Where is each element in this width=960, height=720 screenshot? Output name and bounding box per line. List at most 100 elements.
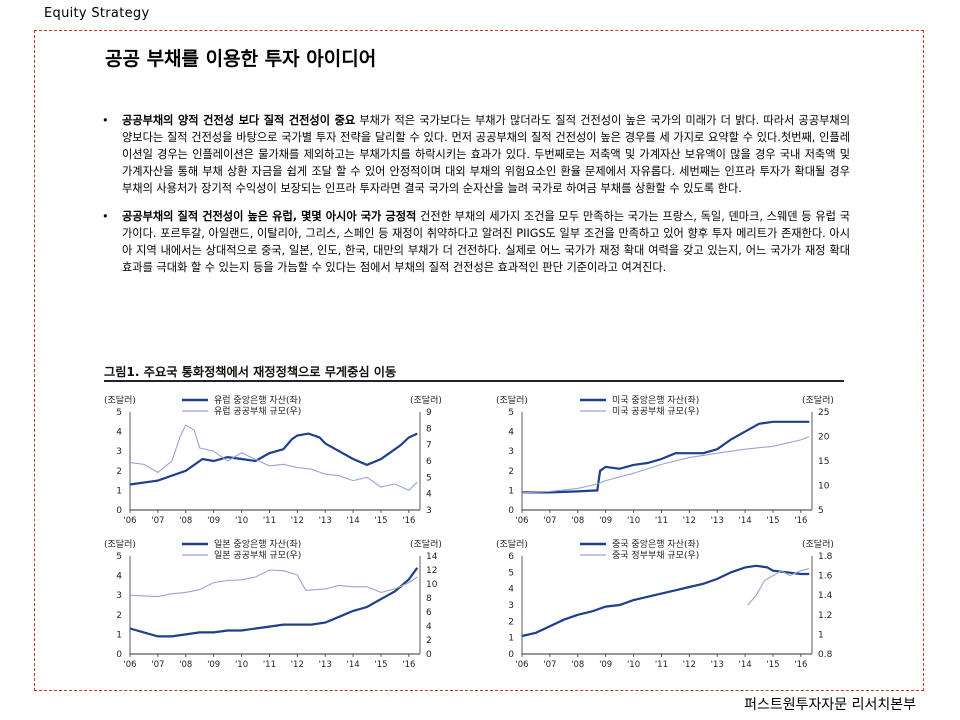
bullet-item-2: 공공부채의 질적 건전성이 높은 유럽, 몇몇 아시아 국가 긍정적 건전한 부… xyxy=(102,208,850,276)
right-tick-label: 6 xyxy=(426,608,432,618)
legend-label: 유럽 중앙은행 자산(좌) xyxy=(214,394,301,406)
left-tick-label: 2 xyxy=(508,467,514,477)
x-tick-label: '12 xyxy=(683,516,696,526)
x-tick-label: '10 xyxy=(627,516,640,526)
legend-label: 중국 정부부채 규모(우) xyxy=(612,550,699,561)
left-tick-label: 3 xyxy=(116,447,122,457)
left-tick-label: 5 xyxy=(116,552,122,562)
right-tick-label: 1.8 xyxy=(818,552,833,562)
right-tick-label: 10 xyxy=(426,580,438,590)
bullet-lead: 공공부채의 양적 건전성 보다 질적 건전성이 중요 xyxy=(122,114,356,127)
left-tick-label: 5 xyxy=(508,568,514,578)
right-tick-label: 5 xyxy=(818,506,824,516)
x-tick-label: '08 xyxy=(571,660,584,670)
right-tick-label: 4 xyxy=(426,490,432,500)
x-tick-label: '11 xyxy=(263,660,276,670)
legend-label: 유럽 공공부채 규모(우) xyxy=(214,406,301,417)
bullet-list: 공공부채의 양적 건전성 보다 질적 건전성이 중요 부채가 적은 국가보다는 … xyxy=(102,112,850,287)
left-tick-label: 2 xyxy=(116,467,122,477)
left-tick-label: 4 xyxy=(116,572,122,582)
right-tick-label: 8 xyxy=(426,424,432,434)
x-tick-label: '14 xyxy=(346,660,359,670)
right-axis-unit: (조달러) xyxy=(802,394,834,406)
left-tick-label: 0 xyxy=(508,506,514,516)
right-tick-label: 9 xyxy=(426,408,432,418)
bullet-text: 부채가 적은 국가보다는 부채가 많더라도 질적 건전성이 높은 국가의 미래가… xyxy=(122,114,850,195)
right-tick-label: 2 xyxy=(426,636,432,646)
right-tick-label: 10 xyxy=(818,482,830,492)
right-tick-label: 12 xyxy=(426,566,437,576)
right-tick-label: 1 xyxy=(818,630,824,640)
right-tick-label: 0.8 xyxy=(818,650,833,660)
left-tick-label: 5 xyxy=(116,408,122,418)
x-tick-label: '08 xyxy=(571,516,584,526)
right-tick-label: 7 xyxy=(426,441,432,451)
left-tick-label: 0 xyxy=(116,506,122,516)
x-tick-label: '09 xyxy=(599,516,612,526)
x-tick-label: '07 xyxy=(151,516,164,526)
left-tick-label: 1 xyxy=(508,634,514,644)
series-line-2 xyxy=(129,569,418,598)
x-tick-label: '06 xyxy=(515,516,528,526)
legend-label: 일본 공공부채 규모(우) xyxy=(214,550,301,561)
right-axis-unit: (조달러) xyxy=(802,538,834,550)
x-tick-label: '14 xyxy=(738,660,751,670)
series-line-2 xyxy=(129,424,418,492)
left-tick-label: 3 xyxy=(508,447,514,457)
x-tick-label: '12 xyxy=(291,516,304,526)
x-tick-label: '10 xyxy=(627,660,640,670)
left-axis-unit: (조달러) xyxy=(496,394,528,406)
x-tick-label: '15 xyxy=(766,516,779,526)
x-tick-label: '16 xyxy=(402,660,415,670)
bullet-item-1: 공공부채의 양적 건전성 보다 질적 건전성이 중요 부채가 적은 국가보다는 … xyxy=(102,112,850,197)
series-line-1 xyxy=(129,432,418,486)
right-axis-unit: (조달러) xyxy=(410,538,442,550)
left-tick-label: 4 xyxy=(508,428,514,438)
right-tick-label: 15 xyxy=(818,457,829,467)
left-tick-label: 3 xyxy=(508,601,514,611)
right-axis-unit: (조달러) xyxy=(410,394,442,406)
right-tick-label: 20 xyxy=(818,433,830,443)
x-tick-label: '09 xyxy=(599,660,612,670)
x-tick-label: '08 xyxy=(179,660,192,670)
series-line-1 xyxy=(522,420,810,494)
left-tick-label: 1 xyxy=(116,486,122,496)
x-tick-label: '11 xyxy=(263,516,276,526)
legend-label: 미국 중앙은행 자산(좌) xyxy=(612,394,699,406)
x-tick-label: '10 xyxy=(235,660,248,670)
left-tick-label: 4 xyxy=(508,585,514,595)
x-tick-label: '13 xyxy=(319,516,332,526)
x-tick-label: '07 xyxy=(151,660,164,670)
right-tick-label: 8 xyxy=(426,594,432,604)
legend-label: 미국 공공부채 규모(우) xyxy=(612,406,699,417)
report-category: Equity Strategy xyxy=(44,6,150,21)
x-tick-label: '16 xyxy=(794,516,807,526)
x-tick-label: '15 xyxy=(374,660,387,670)
right-tick-label: 5 xyxy=(426,473,432,483)
x-tick-label: '06 xyxy=(123,660,136,670)
x-tick-label: '16 xyxy=(794,660,807,670)
chart-china: (조달러) (조달러) 0 1 2 3 4 5 6 0.8 1 1.2 1.4 1.6 1.8 '06 '07 '… xyxy=(496,538,834,670)
x-tick-label: '06 xyxy=(123,516,136,526)
left-tick-label: 5 xyxy=(508,408,514,418)
right-tick-label: 0 xyxy=(426,650,432,660)
x-tick-label: '10 xyxy=(235,516,248,526)
chart-us: (조달러) (조달러) 0 1 2 3 4 5 5 10 15 20 25 '06 '07 '08 '09 '10… xyxy=(496,394,834,526)
left-axis-unit: (조달러) xyxy=(104,394,136,406)
chart-europe: (조달러) (조달러) 0 1 2 3 4 5 3 4 5 6 7 8 9 '06 '07 '08 '09 '10 '1… xyxy=(104,394,442,526)
x-tick-label: '16 xyxy=(402,516,415,526)
legend-label: 중국 중앙은행 자산(좌) xyxy=(612,538,699,550)
figure-rule xyxy=(104,380,844,382)
series-line-1 xyxy=(521,564,810,638)
left-tick-label: 2 xyxy=(116,611,122,621)
left-tick-label: 1 xyxy=(116,630,122,640)
left-axis-unit: (조달러) xyxy=(496,538,528,550)
page-title: 공공 부채를 이용한 투자 아이디어 xyxy=(105,48,377,70)
series-line-2 xyxy=(521,435,810,494)
right-tick-label: 1.4 xyxy=(818,591,833,601)
x-tick-label: '15 xyxy=(374,516,387,526)
left-tick-label: 1 xyxy=(508,486,514,496)
left-tick-label: 6 xyxy=(508,552,514,562)
x-tick-label: '11 xyxy=(655,516,668,526)
right-tick-label: 1.6 xyxy=(818,572,833,582)
